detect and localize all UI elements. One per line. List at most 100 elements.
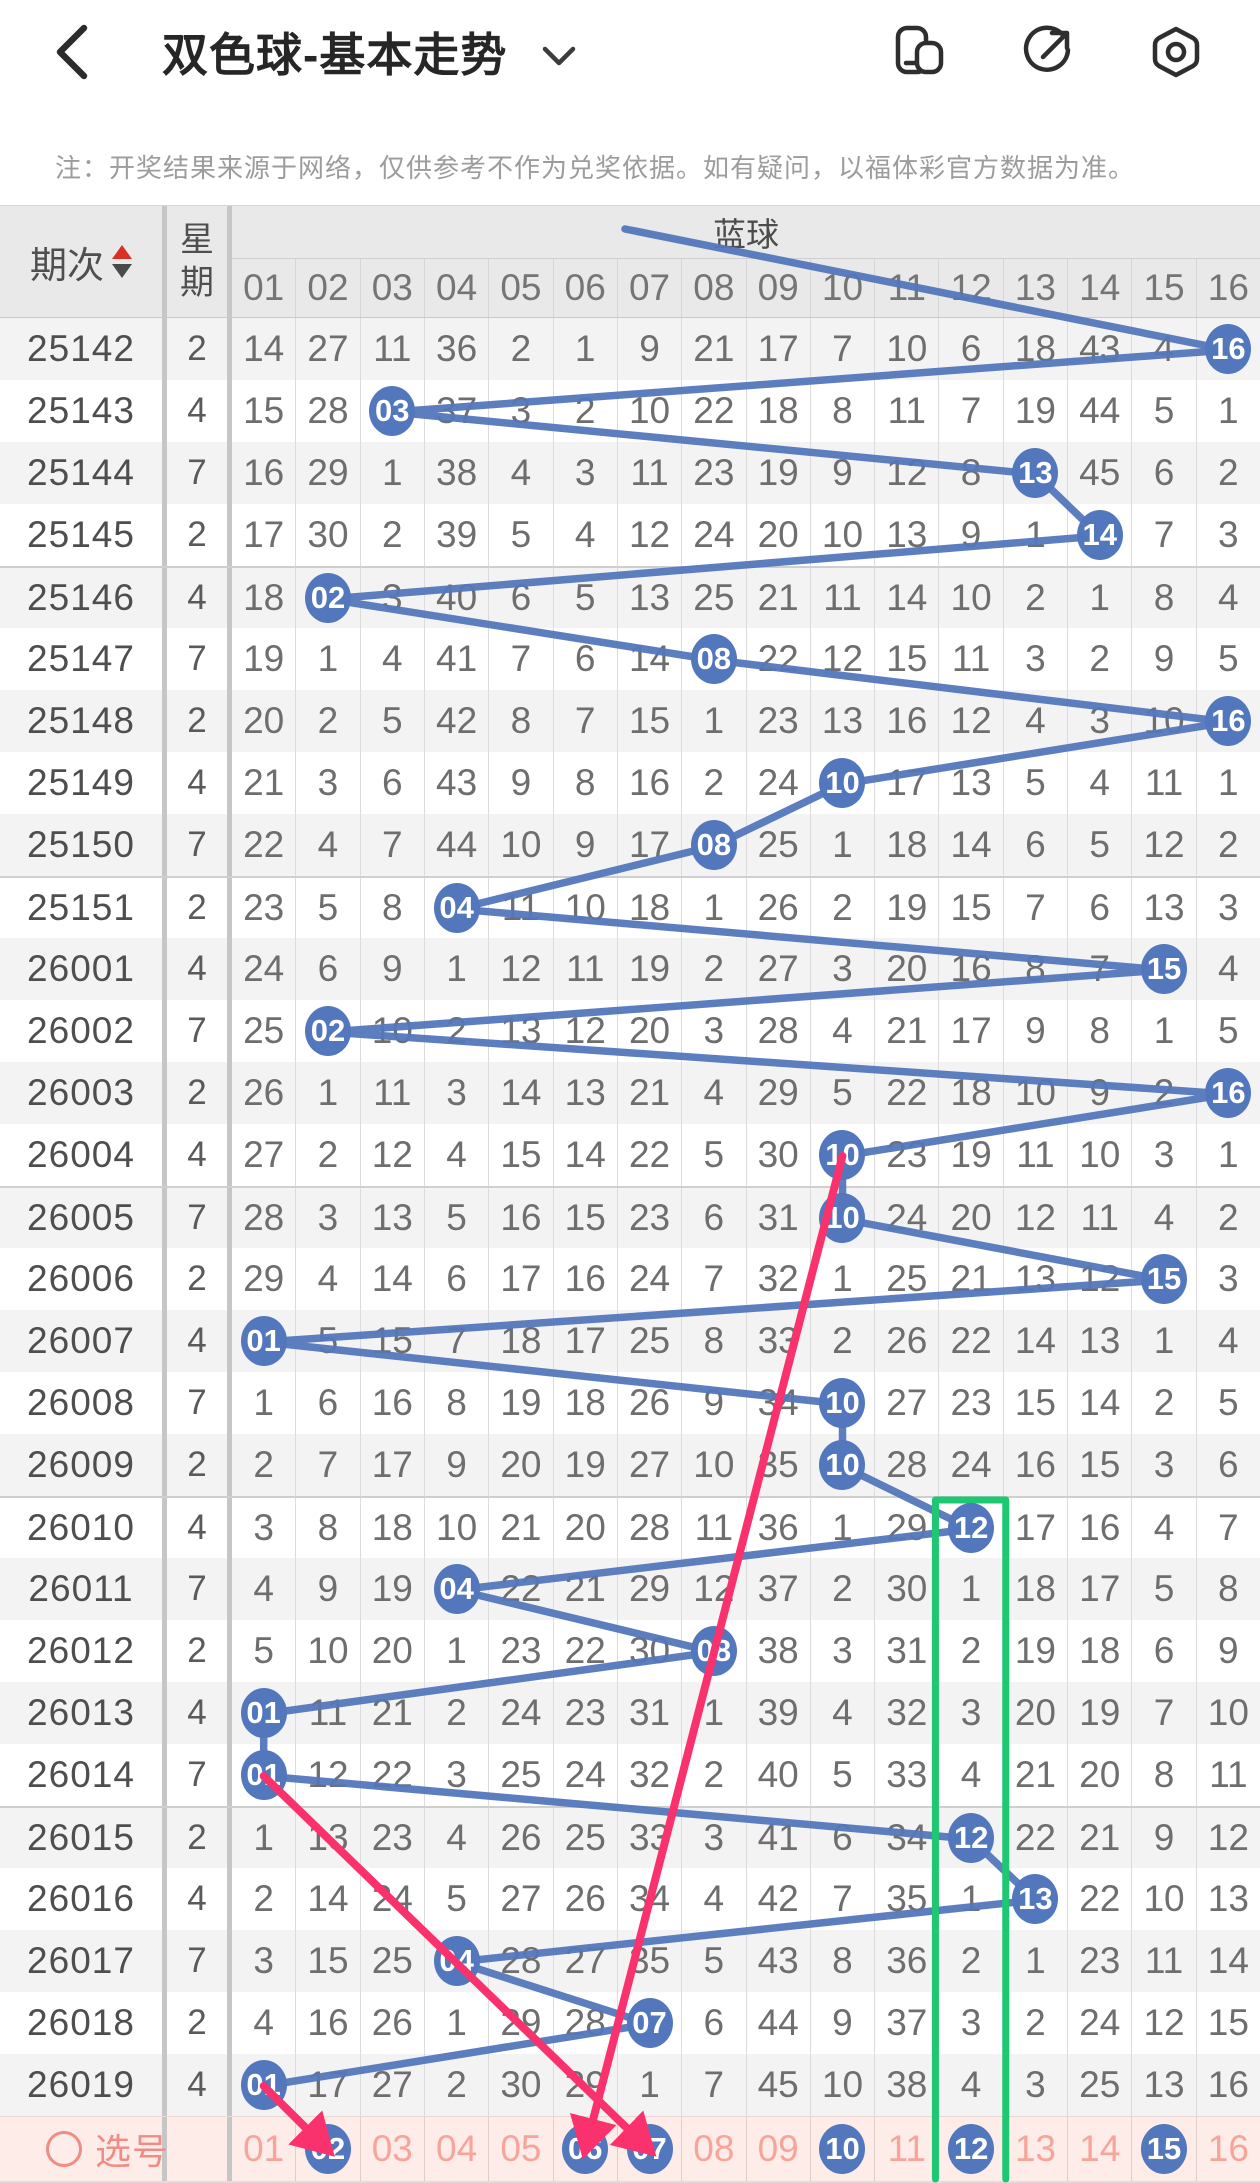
trend-cell: 13 (1067, 1310, 1131, 1372)
topbar-icon-group (893, 25, 1203, 79)
trend-cell: 17 (745, 318, 810, 380)
trend-cell: 13 (1002, 1248, 1067, 1310)
blue-ball: 02 (304, 1006, 351, 1056)
record-button[interactable] (1149, 25, 1203, 79)
trend-cell: 25 (616, 1310, 681, 1372)
trend-cell: 36 (745, 1498, 810, 1558)
trend-cell: 2 (423, 1682, 488, 1744)
trend-cell: 14 (295, 1868, 359, 1930)
trend-cell: 10 (809, 1372, 874, 1434)
trend-cell: 16 (488, 1188, 552, 1248)
ball-column-header: 15 (1131, 258, 1195, 317)
select-number-cell[interactable]: 15 (1131, 2117, 1195, 2181)
sort-down-icon (112, 264, 132, 278)
selected-ball[interactable]: 02 (304, 2124, 351, 2174)
period-cell: 26018 (0, 1992, 167, 2054)
select-number-cell[interactable]: 09 (745, 2117, 810, 2181)
select-number-cell[interactable]: 01 (243, 2128, 285, 2169)
back-button[interactable] (52, 24, 96, 80)
trend-cell: 2 (809, 1558, 874, 1620)
trend-cell: 1 (938, 1868, 1002, 1930)
trend-cell: 3 (681, 1000, 745, 1062)
select-number-cell[interactable]: 04 (423, 2117, 488, 2181)
trend-cell: 2 (488, 318, 552, 380)
trend-cell: 24 (552, 1744, 617, 1806)
select-number-cell[interactable]: 03 (359, 2117, 424, 2181)
select-circle-icon[interactable] (46, 2131, 82, 2167)
weekday-cell: 7 (167, 1558, 232, 1620)
trend-cell: 2 (552, 380, 617, 442)
selected-ball[interactable]: 10 (819, 2124, 866, 2174)
trend-cell: 3 (938, 1682, 1002, 1744)
trend-row: 26016 4 2 14 24 5 27 26 34 4 42 7 35 1 13 22 10 13 (0, 1868, 1260, 1930)
trend-cell: 8 (809, 380, 874, 442)
weekday-cell: 4 (167, 380, 232, 442)
select-number-cell[interactable]: 08 (681, 2117, 745, 2181)
select-number-cell[interactable]: 13 (1002, 2117, 1067, 2181)
trend-cell: 22 (359, 1744, 424, 1806)
trend-cell: 9 (616, 318, 681, 380)
period-cell: 26011 (0, 1558, 167, 1620)
trend-cell: 11 (295, 1682, 359, 1744)
trend-cell: 7 (809, 1868, 874, 1930)
trend-cell: 32 (874, 1682, 938, 1744)
trend-cell: 16 (1195, 2054, 1260, 2116)
trend-cell: 3 (423, 1062, 488, 1124)
trend-cell: 19 (1002, 380, 1067, 442)
selected-ball[interactable]: 12 (948, 2124, 995, 2174)
trend-cell: 3 (488, 380, 552, 442)
trend-cell: 8 (359, 878, 424, 938)
trend-cell: 5 (552, 568, 617, 628)
period-cell: 25151 (0, 878, 167, 938)
select-number-cell[interactable]: 02 (295, 2117, 359, 2181)
trend-cell: 1 (423, 1620, 488, 1682)
trend-cell: 28 (874, 1434, 938, 1496)
selected-ball[interactable]: 06 (562, 2124, 609, 2174)
select-number-cell[interactable]: 06 (552, 2117, 617, 2181)
select-cells: 01 02 03 04 05 06 07 08 09 10 11 12 13 14 15 16 (232, 2117, 1260, 2181)
blue-ball: 04 (433, 883, 480, 933)
selected-ball[interactable]: 07 (626, 2124, 673, 2174)
select-number-cell[interactable]: 07 (616, 2117, 681, 2181)
trend-cell: 13 (488, 1000, 552, 1062)
selected-ball[interactable]: 15 (1141, 2124, 1188, 2174)
ball-column-header: 07 (616, 258, 681, 317)
trend-cell: 10 (423, 1498, 488, 1558)
trend-cell: 1 (1131, 1310, 1195, 1372)
trend-cell: 12 (938, 1808, 1002, 1868)
trend-cell: 12 (681, 1558, 745, 1620)
trend-cell: 2 (1002, 1992, 1067, 2054)
trend-cell: 15 (1131, 938, 1195, 1000)
trend-cell: 6 (681, 1992, 745, 2054)
trend-row: 25145 2 17 30 2 39 5 4 12 24 20 10 13 9 1 14 7 3 (0, 504, 1260, 566)
trend-cell: 19 (1067, 1682, 1131, 1744)
period-cell: 26014 (0, 1744, 167, 1806)
weekday-cell: 4 (167, 568, 232, 628)
trend-cell: 3 (809, 938, 874, 1000)
trend-cell: 18 (243, 577, 285, 618)
trend-cell: 27 (552, 1930, 617, 1992)
weekday-cell: 2 (167, 878, 232, 938)
trend-cell: 15 (938, 878, 1002, 938)
trend-cell: 10 (295, 1620, 359, 1682)
period-cell: 25143 (0, 380, 167, 442)
trend-row: 26019 4 01 17 27 2 30 29 1 7 45 10 38 4 3 25 13 16 (0, 2054, 1260, 2116)
trend-cell: 17 (938, 1000, 1002, 1062)
select-number-cell[interactable]: 14 (1067, 2117, 1131, 2181)
share-button[interactable] (1021, 25, 1075, 79)
select-number-cell[interactable]: 12 (938, 2117, 1002, 2181)
select-number-cell[interactable]: 16 (1195, 2117, 1260, 2181)
trend-cell: 7 (681, 2054, 745, 2116)
title-dropdown[interactable]: 双色球-基本走势 (162, 19, 577, 85)
select-number-cell[interactable]: 11 (874, 2117, 938, 2181)
period-column-header[interactable]: 期次 (0, 206, 167, 317)
float-window-button[interactable] (893, 25, 947, 79)
trend-cell: 10 (616, 380, 681, 442)
trend-cell: 4 (1131, 1188, 1195, 1248)
trend-cell: 1 (1067, 568, 1131, 628)
select-number-cell[interactable]: 10 (809, 2117, 874, 2181)
trend-cell: 1 (1002, 1930, 1067, 1992)
trend-cell: 11 (552, 938, 617, 1000)
select-number-cell[interactable]: 05 (488, 2117, 552, 2181)
blue-ball: 10 (819, 1130, 866, 1180)
